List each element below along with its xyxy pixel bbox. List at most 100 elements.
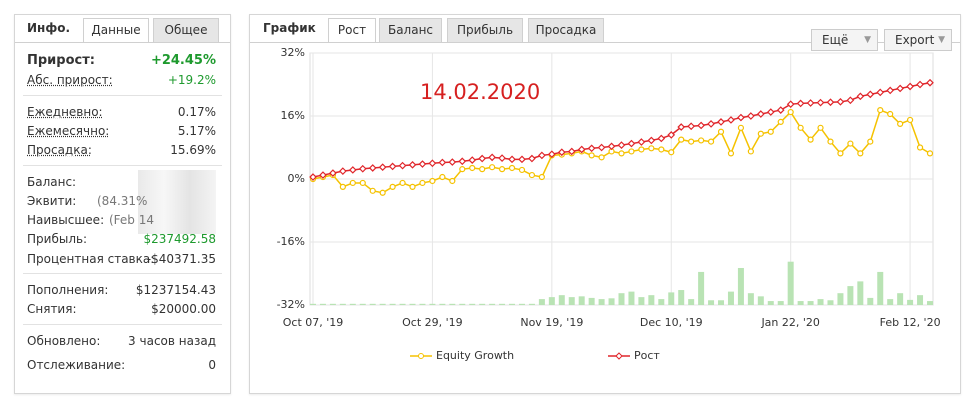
bar [369,303,376,305]
marker [449,177,456,185]
bar [787,261,794,305]
bar [847,286,854,305]
legend-label: Рост [634,349,660,362]
info-row: Наивысшее: (Feb 14 [27,211,216,229]
marker [817,124,824,131]
marker [518,166,526,174]
marker [398,161,407,170]
row-label: Абс. прирост: [27,73,113,88]
marker [399,179,406,187]
marker [697,121,705,130]
row-value: 15.69% [170,143,216,158]
separator [23,94,222,96]
marker [766,108,775,116]
x-tick-label: Dec 10, '19 [640,316,703,329]
bar [359,303,366,305]
bar [588,297,595,305]
marker [796,99,805,108]
legend-marker [615,352,623,360]
info-row: Процентная ставка: -$40371.35 [27,250,216,268]
marker [797,124,804,131]
marker [528,171,536,179]
marker [836,97,845,106]
marker [478,154,487,163]
marker [647,136,656,145]
row-label: Ежемесячно: [27,123,110,138]
button-label: Ещё [822,33,849,47]
marker [678,136,685,143]
y-tick-label: 16% [281,109,305,122]
marker [528,154,536,163]
marker [786,100,795,109]
bar [658,299,665,305]
info-row: Эквити: (84.31% [27,192,216,210]
marker [776,106,785,114]
bar [319,303,326,305]
bar [578,296,585,305]
y-tick-label: -32% [277,298,305,311]
bar [419,303,426,305]
marker [368,164,377,172]
marker [468,156,477,164]
marker [488,153,496,162]
tab[interactable]: Просадка [528,18,604,42]
marker [309,173,317,181]
marker [448,158,457,166]
x-tick-label: Oct 29, '19 [402,316,463,329]
tab-line [15,42,230,43]
export-button[interactable]: Export ▼ [884,29,952,51]
x-tick-label: Nov 19, '19 [520,316,583,329]
marker [388,162,397,171]
marker [439,173,446,181]
row-label: Прирост: [27,53,95,68]
marker [698,137,705,144]
bar [568,297,575,305]
panel-title: График [263,21,316,35]
marker [826,98,835,107]
tab[interactable]: Общее [153,18,219,42]
marker [419,179,426,187]
info-title: Инфо. [27,21,71,35]
marker [508,155,516,164]
tab[interactable]: Баланс [379,18,442,42]
marker [756,110,765,118]
marker [857,150,864,157]
bar [877,271,884,305]
bar [528,303,535,305]
row-label: Прибыль: [27,232,88,247]
marker [489,164,496,171]
bar [509,303,516,305]
bar [489,303,496,305]
bar [708,300,715,305]
marker [637,138,646,146]
marker [538,151,546,160]
bar [867,297,874,305]
y-tick-label: 0% [288,172,305,185]
marker [459,166,466,173]
info-panel: Инфо. Данные Общее Прирост: +24.45% Абс. п… [14,14,231,394]
tab[interactable]: Прибыль [447,18,523,42]
bar [598,299,605,305]
info-row: Отслеживание: 0 [27,356,216,374]
tab[interactable]: Рост [328,18,376,42]
bar [469,303,476,305]
info-row: Просадка: 15.69% [27,141,216,159]
marker [409,183,416,190]
marker [428,159,437,168]
bar [648,295,655,305]
bar [608,298,615,305]
marker [518,155,526,164]
separator [23,164,222,166]
x-tick-label: Jan 22, '20 [760,316,819,329]
bar [618,293,625,305]
bar [459,303,466,305]
tab[interactable]: Данные [83,18,149,42]
marker [707,138,715,145]
info-row: Пополнения: $1237154.43 [27,281,216,299]
bar [907,299,914,305]
marker [717,128,725,135]
marker [727,116,735,124]
bar [767,301,774,305]
more-button[interactable]: Ещё ▼ [811,29,878,51]
